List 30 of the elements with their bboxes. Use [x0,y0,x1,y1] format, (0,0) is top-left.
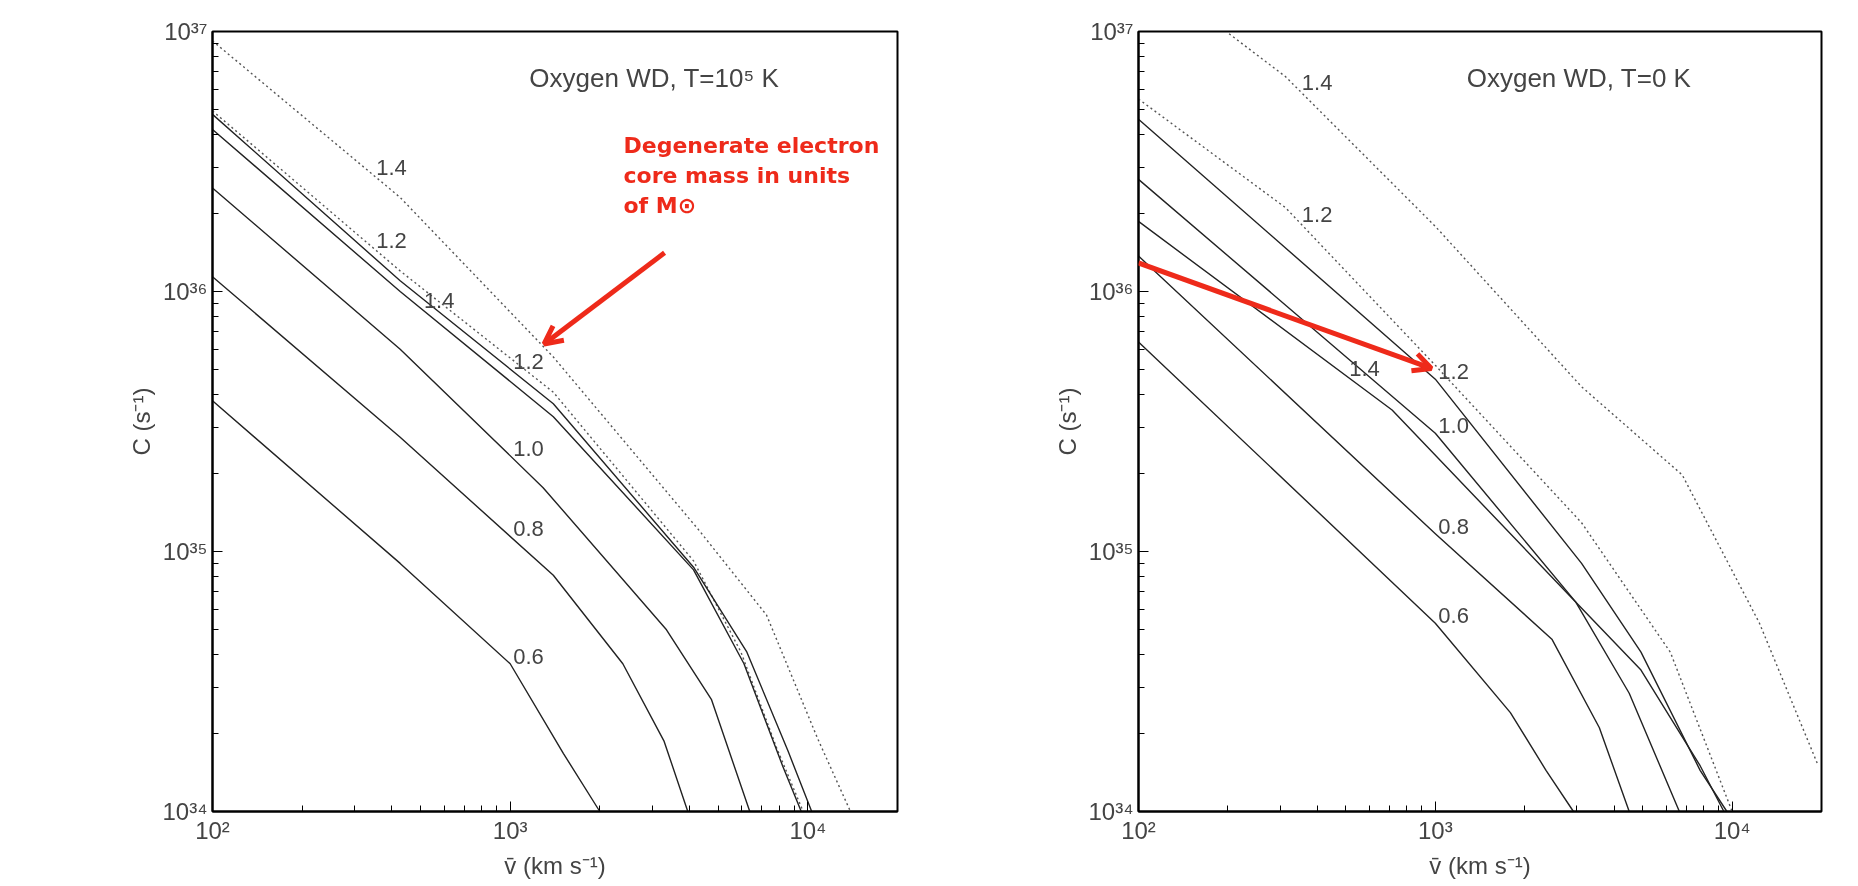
x-tick-label: 10³ [1417,816,1453,844]
series-label: 1.4 [423,288,455,314]
x-tick-label: 10³ [492,816,528,844]
x-axis-title: v̄ (km s⁻¹) [1429,851,1531,879]
series-label: 1.2 [513,349,544,375]
text: Oxygen WD, T=0 K [1466,63,1692,94]
y-tick-label: 10³⁶ [162,278,208,305]
series-label: 1.2 [1301,201,1333,227]
series-label: 1.2 [1438,359,1469,385]
text: Oxygen WD, T=10⁵ K [529,63,780,94]
x-tick-label: 10⁴ [1713,816,1751,844]
series-label: 1.4 [376,155,407,180]
y-tick-label: 10³⁵ [1088,538,1134,565]
y-tick-label: 10³⁷ [1090,18,1134,45]
series-label: 0.8 [513,516,544,542]
y-axis-title: C (s⁻¹) [1053,387,1081,456]
series-label: 0.6 [513,643,544,669]
series-label: 1.4 [1301,69,1333,95]
y-axis-title: C (s⁻¹) [127,387,155,456]
x-tick-label: 10⁴ [789,816,827,844]
series-label: 0.8 [1438,513,1469,539]
series-label: 1.0 [1438,413,1469,439]
series-label: 0.6 [1438,603,1469,629]
x-axis-title: v̄ (km s⁻¹) [504,851,606,879]
series-label: 1.0 [513,435,544,461]
annotation: Degenerate electron core mass in units of M⊙ [623,132,880,218]
series-label: 1.2 [376,227,407,253]
y-tick-label: 10³⁶ [1088,278,1134,305]
y-tick-label: 10³⁵ [162,538,208,565]
y-tick-label: 10³⁷ [164,18,208,45]
